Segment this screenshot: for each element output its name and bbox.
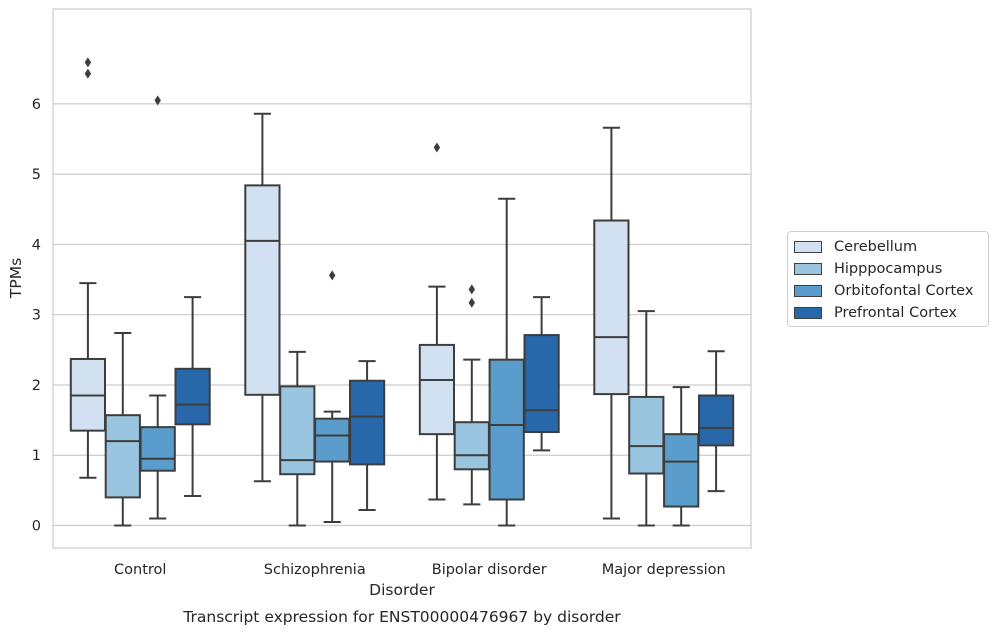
box-body bbox=[418, 343, 456, 436]
box-body bbox=[139, 426, 176, 472]
box bbox=[314, 270, 351, 523]
x-tick-label: Bipolar disorder bbox=[432, 562, 547, 578]
legend-label: Orbitofontal Cortex bbox=[834, 283, 974, 299]
x-tick-label: Major depression bbox=[602, 562, 726, 578]
box-series bbox=[69, 57, 735, 527]
legend-swatch-cerebellum bbox=[794, 241, 822, 253]
outlier-point bbox=[84, 68, 92, 79]
box-body bbox=[348, 379, 386, 466]
box bbox=[69, 57, 107, 479]
outlier-point bbox=[433, 142, 441, 153]
legend: Cerebellum Hipppocampus Orbitofontal Cor… bbox=[787, 231, 989, 327]
legend-label: Cerebellum bbox=[834, 239, 918, 255]
box bbox=[697, 350, 735, 493]
box bbox=[279, 350, 316, 527]
chart-title: Transcript expression for ENST0000047696… bbox=[182, 608, 621, 626]
box-body bbox=[174, 367, 211, 426]
outlier-point bbox=[84, 57, 92, 68]
box-body bbox=[628, 395, 665, 475]
x-tick-labels: Control Schizophrenia Bipolar disorder Majo… bbox=[114, 562, 726, 578]
x-axis-label: Disorder bbox=[369, 581, 435, 599]
y-tick-label: 2 bbox=[32, 378, 41, 394]
y-tick-labels: 0 1 2 3 4 5 6 bbox=[32, 97, 41, 535]
legend-label: Prefrontal Cortex bbox=[834, 305, 957, 321]
legend-item-cerebellum: Cerebellum bbox=[794, 236, 982, 258]
box bbox=[418, 142, 456, 501]
box-body bbox=[523, 334, 560, 434]
box bbox=[488, 197, 525, 527]
y-tick-label: 3 bbox=[32, 308, 41, 324]
box-body bbox=[104, 414, 141, 499]
box bbox=[663, 386, 700, 527]
outlier-point bbox=[329, 270, 336, 281]
box-body bbox=[663, 433, 700, 508]
box-body bbox=[697, 394, 735, 447]
y-tick-label: 0 bbox=[32, 519, 41, 535]
x-tick-label: Control bbox=[114, 562, 166, 578]
x-tick-label: Schizophrenia bbox=[264, 562, 366, 578]
box bbox=[244, 112, 281, 483]
legend-item-orbitofrontal-cortex: Orbitofontal Cortex bbox=[794, 280, 982, 302]
legend-item-prefrontal-cortex: Prefrontal Cortex bbox=[794, 302, 982, 324]
legend-swatch-prefrontal-cortex bbox=[794, 307, 822, 319]
y-axis-label: TPMs bbox=[7, 258, 25, 299]
outlier-point bbox=[154, 95, 161, 106]
box-body bbox=[488, 358, 525, 501]
box bbox=[139, 95, 176, 520]
box bbox=[453, 284, 490, 506]
box-body bbox=[244, 184, 281, 396]
y-tick-label: 6 bbox=[32, 97, 41, 113]
outlier-point bbox=[468, 284, 475, 295]
legend-swatch-hippocampus bbox=[794, 263, 822, 275]
outlier-point bbox=[468, 297, 475, 308]
box-body bbox=[593, 219, 630, 396]
box bbox=[523, 296, 560, 452]
box bbox=[174, 296, 211, 497]
y-tick-label: 5 bbox=[32, 167, 41, 183]
box-body bbox=[453, 421, 490, 471]
legend-item-hippocampus: Hipppocampus bbox=[794, 258, 982, 280]
box-body bbox=[314, 417, 351, 463]
y-tick-label: 4 bbox=[32, 237, 41, 253]
box bbox=[593, 126, 630, 520]
legend-swatch-orbitofrontal-cortex bbox=[794, 285, 822, 297]
legend-label: Hipppocampus bbox=[834, 261, 943, 277]
box bbox=[104, 331, 141, 527]
box bbox=[348, 360, 386, 512]
y-tick-label: 1 bbox=[32, 448, 41, 464]
